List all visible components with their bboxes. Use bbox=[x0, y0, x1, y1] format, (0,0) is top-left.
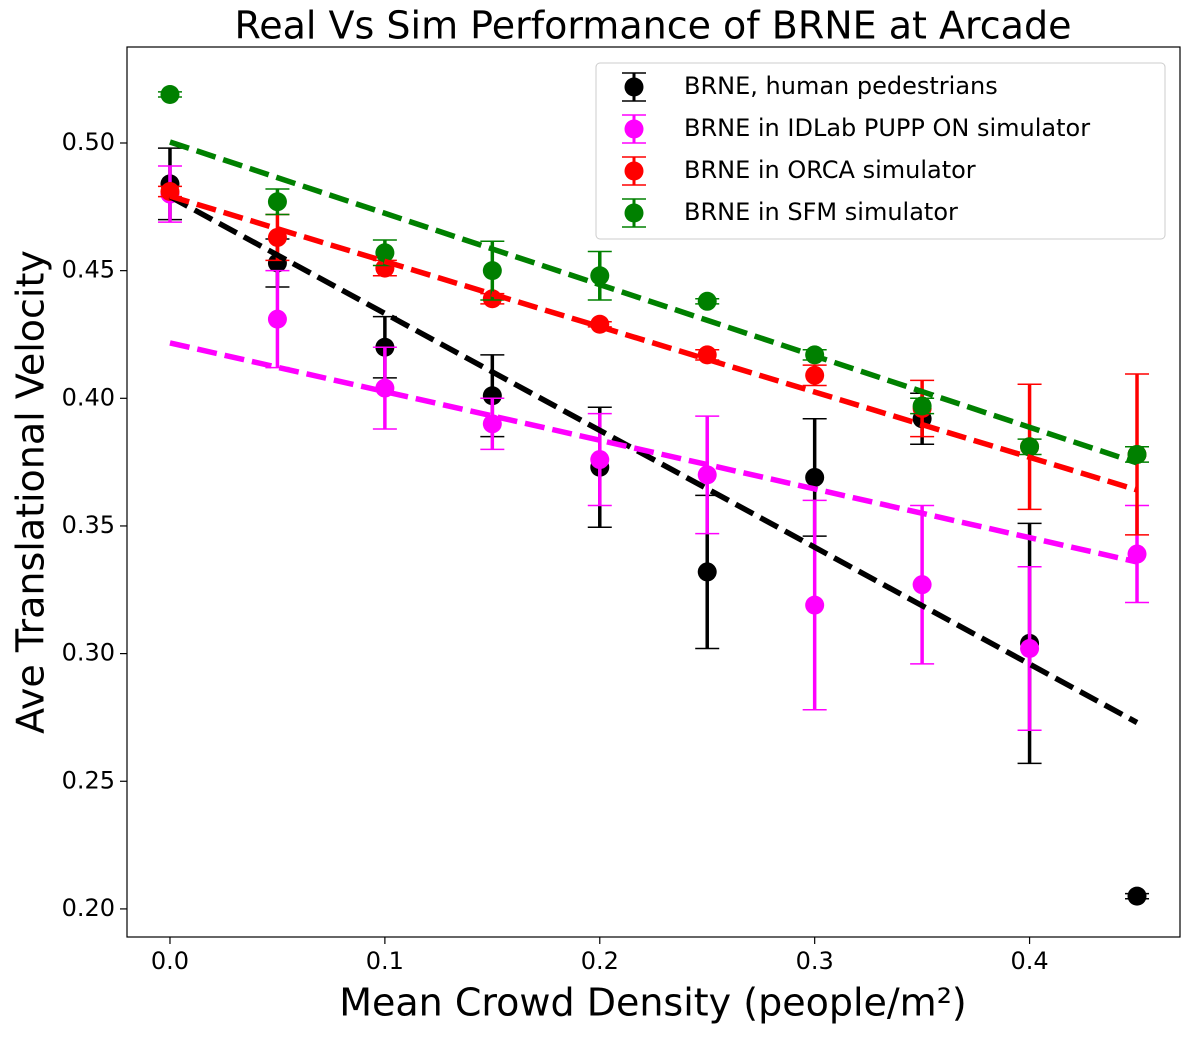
data-point bbox=[1020, 437, 1040, 457]
data-point bbox=[805, 365, 825, 385]
legend-label: BRNE in SFM simulator bbox=[684, 198, 958, 226]
y-tick-label: 0.25 bbox=[62, 766, 115, 794]
x-tick-label: 0.3 bbox=[796, 947, 834, 975]
data-point bbox=[697, 562, 717, 582]
legend-label: BRNE in ORCA simulator bbox=[684, 156, 976, 184]
y-tick-label: 0.50 bbox=[62, 128, 115, 156]
data-point bbox=[590, 266, 610, 286]
x-tick-label: 0.4 bbox=[1010, 947, 1048, 975]
data-point bbox=[482, 386, 502, 406]
legend-label: BRNE, human pedestrians bbox=[684, 72, 998, 100]
y-tick-label: 0.35 bbox=[62, 511, 115, 539]
y-tick-label: 0.45 bbox=[62, 256, 115, 284]
legend-marker bbox=[624, 161, 644, 181]
trend-line bbox=[168, 194, 1139, 725]
legend-marker bbox=[624, 119, 644, 139]
data-point bbox=[482, 414, 502, 434]
data-point bbox=[912, 575, 932, 595]
trend-line bbox=[169, 340, 1138, 565]
y-tick-label: 0.20 bbox=[62, 894, 115, 922]
y-tick-label: 0.40 bbox=[62, 383, 115, 411]
x-tick-label: 0.2 bbox=[581, 947, 619, 975]
chart-title: Real Vs Sim Performance of BRNE at Arcad… bbox=[235, 4, 1072, 48]
data-point bbox=[1020, 639, 1040, 659]
x-axis-label: Mean Crowd Density (people/m²) bbox=[339, 981, 967, 1025]
data-point bbox=[697, 465, 717, 485]
data-point bbox=[1127, 886, 1147, 906]
x-tick-label: 0.0 bbox=[151, 947, 189, 975]
legend-marker bbox=[624, 203, 644, 223]
y-axis-label: Ave Translational Velocity bbox=[9, 250, 53, 734]
y-tick-label: 0.30 bbox=[62, 639, 115, 667]
data-point bbox=[590, 450, 610, 470]
legend: BRNE, human pedestrians BRNE in IDLab PUP… bbox=[595, 62, 1166, 240]
trend-line bbox=[169, 193, 1138, 493]
data-point bbox=[912, 396, 932, 416]
data-point bbox=[267, 309, 287, 329]
data-point bbox=[160, 84, 180, 104]
data-point bbox=[375, 243, 395, 263]
data-point bbox=[805, 467, 825, 487]
legend-box bbox=[595, 62, 1166, 240]
x-tick-label: 0.1 bbox=[366, 947, 404, 975]
trend-line bbox=[169, 139, 1138, 466]
plot-frame bbox=[126, 46, 1181, 938]
data-point bbox=[267, 192, 287, 212]
data-point bbox=[805, 595, 825, 615]
legend-marker bbox=[624, 77, 644, 97]
data-point bbox=[697, 291, 717, 311]
data-point bbox=[482, 261, 502, 281]
legend-label: BRNE in IDLab PUPP ON simulator bbox=[684, 114, 1090, 142]
